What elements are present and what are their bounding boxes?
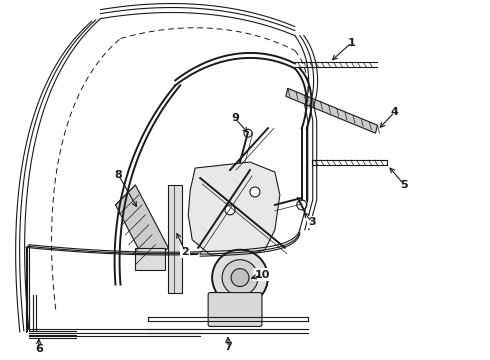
Text: 8: 8 xyxy=(115,170,122,180)
Polygon shape xyxy=(116,185,168,268)
Circle shape xyxy=(231,269,249,287)
Text: 10: 10 xyxy=(254,270,270,280)
Polygon shape xyxy=(188,162,280,258)
Polygon shape xyxy=(286,88,377,133)
Circle shape xyxy=(222,260,258,296)
Circle shape xyxy=(297,200,307,210)
Text: 3: 3 xyxy=(308,217,316,227)
Text: 9: 9 xyxy=(231,113,239,123)
Bar xyxy=(168,185,182,293)
Text: 5: 5 xyxy=(400,180,408,190)
FancyBboxPatch shape xyxy=(208,293,262,327)
Polygon shape xyxy=(135,248,165,270)
Circle shape xyxy=(225,205,235,215)
Text: 4: 4 xyxy=(391,107,398,117)
Circle shape xyxy=(250,187,260,197)
Text: 2: 2 xyxy=(181,247,189,257)
Circle shape xyxy=(244,129,252,137)
Circle shape xyxy=(212,250,268,306)
Text: 7: 7 xyxy=(224,342,232,352)
Text: 1: 1 xyxy=(348,37,355,48)
Text: 6: 6 xyxy=(35,345,43,354)
